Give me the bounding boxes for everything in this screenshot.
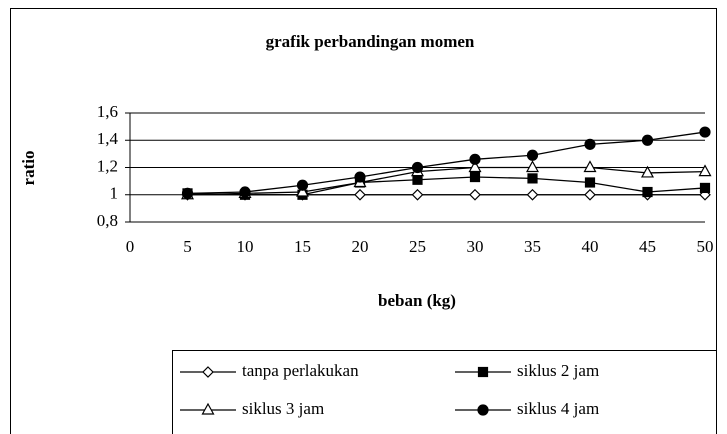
- marker: [584, 188, 596, 201]
- x-tick-label: 10: [237, 237, 254, 256]
- marker: [698, 164, 712, 177]
- legend-label: siklus 2 jam: [517, 361, 599, 380]
- x-tick-label: 45: [639, 237, 656, 256]
- marker: [411, 188, 424, 201]
- legend-label: siklus 4 jam: [517, 399, 599, 418]
- marker: [469, 188, 481, 201]
- x-tick-label: 40: [582, 237, 599, 256]
- legend-marker: [477, 366, 489, 378]
- legend-label: siklus 3 jam: [242, 399, 324, 418]
- marker: [640, 165, 655, 178]
- marker: [641, 134, 654, 146]
- x-tick-label: 0: [126, 237, 135, 256]
- marker: [411, 161, 424, 174]
- x-tick-label: 35: [524, 237, 541, 256]
- series-line: [187, 176, 706, 196]
- marker: [527, 173, 538, 184]
- x-tick-label: 30: [467, 237, 484, 256]
- marker: [526, 149, 539, 161]
- legend-marker: [201, 402, 215, 415]
- y-axis-label: ratio: [19, 151, 38, 186]
- marker: [296, 179, 309, 191]
- legend-box: [172, 350, 717, 434]
- marker: [526, 188, 539, 201]
- marker: [699, 126, 711, 138]
- x-tick-label: 5: [183, 237, 192, 256]
- marker: [354, 188, 366, 201]
- marker: [354, 171, 366, 183]
- marker: [181, 187, 194, 199]
- legend-label: tanpa perlakukan: [242, 361, 359, 380]
- series-line: [187, 166, 706, 196]
- marker: [469, 171, 481, 183]
- y-tick-label: 1: [110, 184, 119, 203]
- marker: [583, 160, 597, 173]
- legend-marker: [477, 404, 489, 416]
- chart-border: [10, 8, 717, 434]
- y-tick-label: 1,6: [97, 102, 118, 121]
- x-tick-label: 50: [697, 237, 714, 256]
- marker: [525, 160, 540, 173]
- y-tick-label: 1,2: [97, 156, 118, 175]
- marker: [699, 182, 711, 194]
- marker: [239, 186, 251, 198]
- marker: [584, 138, 596, 150]
- marker: [469, 153, 481, 165]
- y-tick-label: 0,8: [97, 211, 118, 230]
- x-tick-label: 20: [352, 237, 369, 256]
- x-tick-label: 15: [294, 237, 311, 256]
- legend-marker: [202, 366, 214, 378]
- series-line: [187, 131, 706, 195]
- y-tick-label: 1,4: [97, 129, 119, 148]
- marker: [584, 177, 596, 188]
- x-axis-label: beban (kg): [378, 291, 456, 310]
- marker: [295, 184, 310, 197]
- marker: [468, 160, 482, 173]
- marker: [642, 186, 653, 198]
- x-tick-label: 25: [409, 237, 426, 256]
- marker: [412, 174, 423, 185]
- chart-title: grafik perbandingan momen: [266, 32, 475, 51]
- legend: tanpa perlakukan siklus 2 jam siklus 3 jam…: [172, 350, 717, 434]
